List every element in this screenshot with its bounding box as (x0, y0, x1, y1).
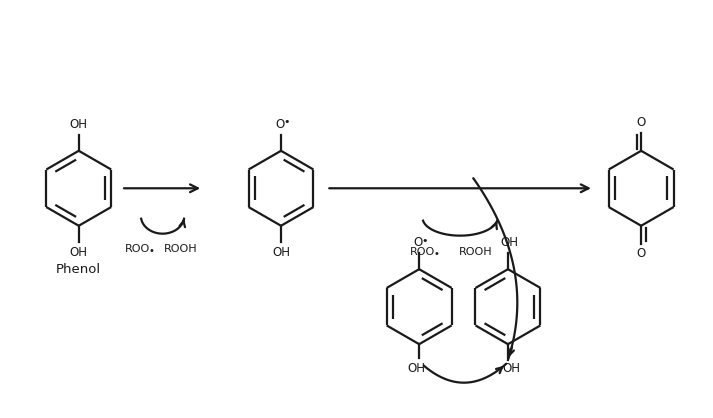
Text: OH: OH (502, 362, 520, 375)
Text: •: • (434, 250, 439, 260)
Text: ROO: ROO (410, 247, 435, 257)
Text: ROOH: ROOH (163, 244, 198, 254)
Text: ROO: ROO (125, 244, 150, 254)
Text: •: • (422, 235, 429, 245)
Text: O: O (637, 247, 646, 260)
Text: O: O (637, 116, 646, 129)
Text: ROOH: ROOH (459, 247, 493, 257)
Text: OH: OH (407, 362, 425, 375)
Text: •: • (284, 117, 290, 127)
Text: O: O (414, 237, 423, 250)
Text: OH: OH (272, 245, 290, 258)
Text: OH: OH (70, 245, 88, 258)
Text: O: O (275, 118, 284, 131)
Text: Phenol: Phenol (56, 263, 101, 276)
Text: OH: OH (500, 237, 518, 250)
Text: OH: OH (70, 118, 88, 131)
Text: •: • (149, 245, 155, 255)
